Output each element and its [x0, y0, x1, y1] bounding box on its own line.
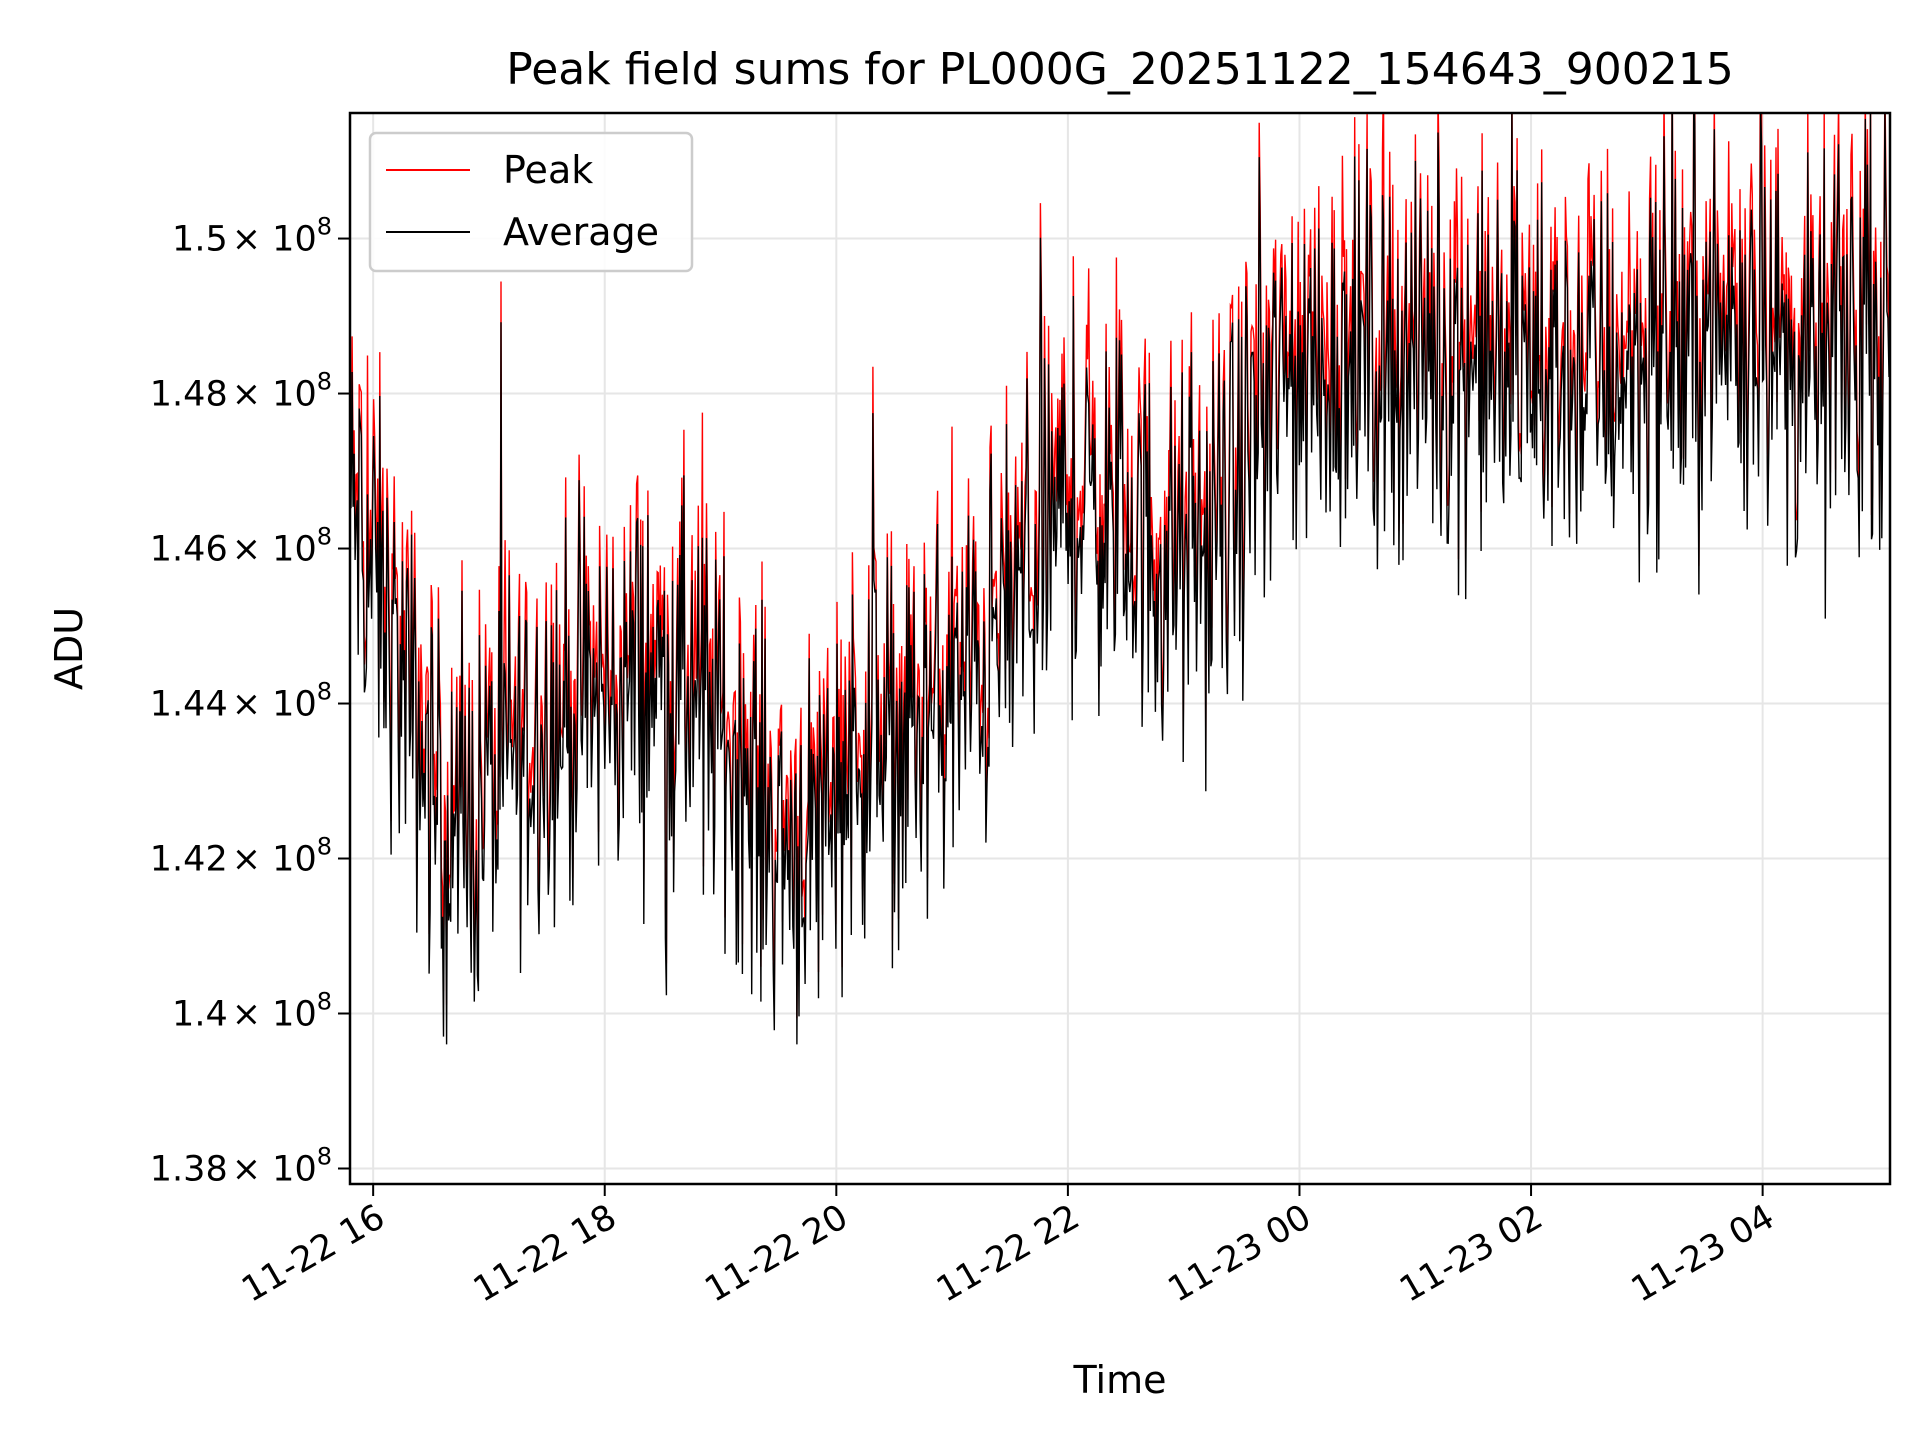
- y-tick-mantissa: 1.48: [150, 375, 228, 415]
- y-tick-label: 1.46 × 108: [150, 523, 332, 570]
- y-tick-label: 1.44 × 108: [150, 678, 332, 725]
- legend-label-peak: Peak: [503, 148, 593, 192]
- y-tick-exponent: 8: [317, 213, 332, 241]
- legend-label-average: Average: [503, 210, 659, 254]
- y-tick-multiplier: × 10: [232, 1150, 317, 1190]
- y-tick-label: 1.38 × 108: [150, 1143, 332, 1190]
- plot-area: [350, 113, 1890, 1045]
- y-tick-multiplier: × 10: [232, 375, 317, 415]
- y-tick-mantissa: 1.5: [172, 220, 228, 260]
- chart-title: Peak field sums for PL000G_20251122_1546…: [506, 44, 1733, 95]
- series-line-average: [350, 113, 1890, 1045]
- y-tick-mantissa: 1.4: [172, 995, 228, 1035]
- y-tick-label: 1.42 × 108: [150, 833, 332, 880]
- axes-frame: [348, 111, 1892, 1186]
- y-tick-multiplier: × 10: [232, 685, 317, 725]
- y-tick-mantissa: 1.44: [150, 685, 228, 725]
- y-tick-multiplier: × 10: [232, 220, 317, 260]
- x-axis-label: Time: [1073, 1358, 1167, 1402]
- y-tick-mantissa: 1.42: [150, 840, 228, 880]
- y-tick-exponent: 8: [317, 678, 332, 706]
- legend: Peak Average: [368, 131, 694, 273]
- y-tick-multiplier: × 10: [232, 530, 317, 570]
- y-tick-exponent: 8: [317, 368, 332, 396]
- y-axis-label: ADU: [47, 607, 91, 690]
- y-tick-mantissa: 1.46: [150, 530, 228, 570]
- y-tick-exponent: 8: [317, 833, 332, 861]
- y-tick-exponent: 8: [317, 988, 332, 1016]
- y-tick-label: 1.4 × 108: [172, 988, 332, 1035]
- legend-box: [368, 131, 694, 273]
- y-tick-mantissa: 1.38: [150, 1150, 228, 1190]
- y-tick-multiplier: × 10: [232, 995, 317, 1035]
- y-tick-exponent: 8: [317, 1143, 332, 1171]
- y-tick-label: 1.5 × 108: [172, 213, 332, 260]
- y-tick-multiplier: × 10: [232, 840, 317, 880]
- y-tick-label: 1.48 × 108: [150, 368, 332, 415]
- y-tick-exponent: 8: [317, 523, 332, 551]
